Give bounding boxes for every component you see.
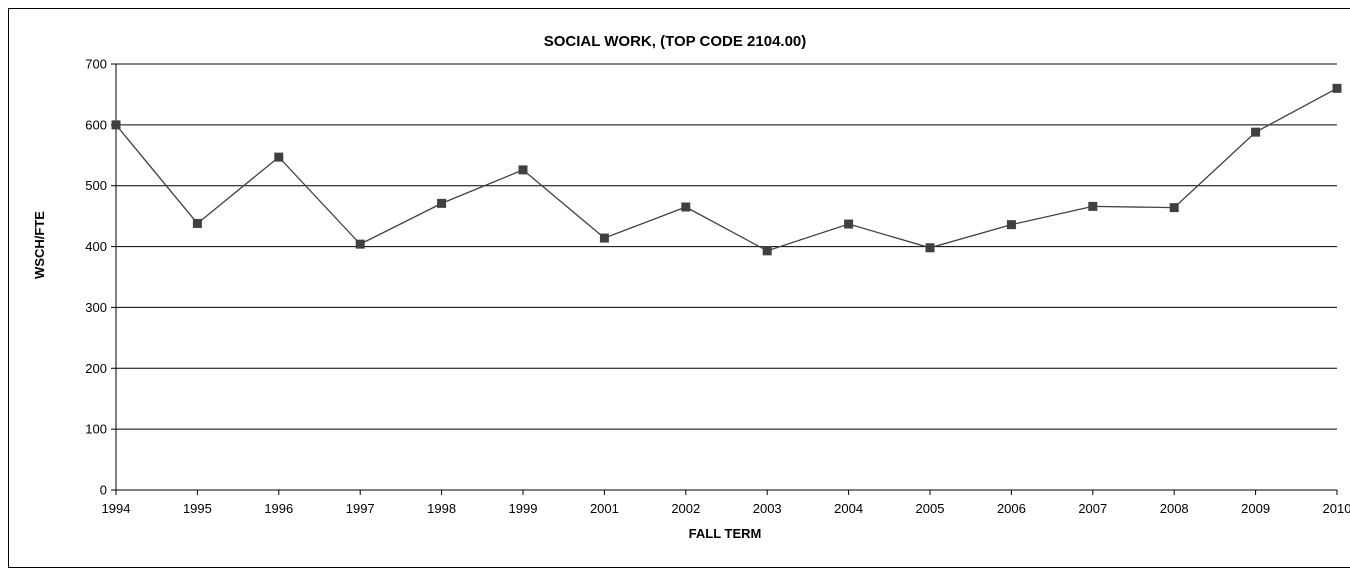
x-tick-label: 2008: [1160, 501, 1189, 516]
y-tick-label: 300: [85, 300, 107, 315]
x-tick-label: 2003: [753, 501, 782, 516]
y-tick-label: 500: [85, 178, 107, 193]
x-tick-label: 2004: [834, 501, 863, 516]
x-tick-label: 2005: [916, 501, 945, 516]
x-tick-label: 1997: [346, 501, 375, 516]
x-tick-label: 2007: [1078, 501, 1107, 516]
y-tick-label: 200: [85, 361, 107, 376]
data-point-2009: [1251, 127, 1261, 137]
y-axis-title: WSCH/FTE: [32, 211, 47, 279]
data-point-2004: [844, 219, 854, 229]
data-point-1995: [192, 218, 202, 228]
y-tick-label: 600: [85, 117, 107, 132]
x-tick-label: 2006: [997, 501, 1026, 516]
data-point-2003: [762, 246, 772, 256]
data-point-2008: [1169, 203, 1179, 213]
x-axis-title: FALL TERM: [689, 526, 762, 541]
x-axis-ticks: 1994 1995 1996 1997 1998 1999 2001 2002 2003 2004…: [102, 490, 1350, 516]
x-tick-label: 1995: [183, 501, 212, 516]
x-tick-label: 2010: [1323, 501, 1350, 516]
y-tick-label: 700: [85, 57, 107, 72]
x-tick-label: 1999: [509, 501, 538, 516]
data-point-2006: [1006, 220, 1016, 230]
x-tick-label: 1994: [102, 501, 131, 516]
y-tick-label: 0: [100, 483, 107, 498]
line-chart: SOCIAL WORK, (TOP CODE 2104.00) 01002003…: [32, 33, 1350, 541]
data-point-1996: [274, 152, 284, 162]
y-tick-label: 400: [85, 239, 107, 254]
y-tick-label: 100: [85, 422, 107, 437]
series-line: [115, 87, 1338, 252]
data-point-1999: [518, 165, 528, 175]
data-point-2001: [599, 233, 609, 243]
gridlines: [116, 63, 1337, 430]
data-point-1998: [437, 198, 447, 208]
chart-title: SOCIAL WORK, (TOP CODE 2104.00): [544, 33, 807, 50]
data-point-2002: [681, 202, 691, 212]
x-tick-label: 1996: [264, 501, 293, 516]
chart-frame: [8, 8, 1350, 568]
x-tick-label: 2001: [590, 501, 619, 516]
data-point-2010: [1332, 83, 1342, 93]
series-group: [111, 83, 1342, 256]
y-axis-ticks: 0 100 200 300 400 500 600 700: [85, 57, 116, 498]
data-point-1994: [111, 120, 121, 130]
axes: [115, 64, 1337, 491]
data-point-2007: [1088, 201, 1098, 211]
x-tick-label: 2002: [671, 501, 700, 516]
data-point-1997: [355, 239, 365, 249]
x-tick-label: 1998: [427, 501, 456, 516]
x-tick-label: 2009: [1241, 501, 1270, 516]
data-point-2005: [925, 243, 935, 253]
